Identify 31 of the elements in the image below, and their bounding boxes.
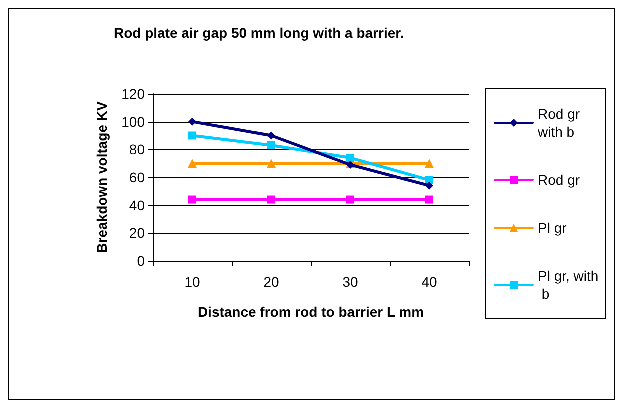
y-tick-label: 120	[122, 86, 146, 102]
y-tick-label: 100	[122, 114, 146, 130]
x-tick-label: 30	[342, 274, 358, 290]
point	[268, 132, 276, 140]
point	[425, 159, 434, 168]
y-tick-label: 80	[129, 142, 146, 158]
point	[188, 118, 196, 126]
chart-title: Rod plate air gap 50 mm long with a barrier.	[114, 25, 404, 41]
point	[426, 196, 434, 204]
x-tick-label: 20	[264, 274, 280, 290]
y-axis-title: Breakdown voltage KV	[94, 100, 110, 254]
point	[268, 196, 276, 204]
point	[346, 154, 354, 162]
x-axis-title: Distance from rod to barrier L mm	[198, 304, 424, 320]
legend-label: Rod gr with b	[537, 106, 584, 140]
legend-label: Pl gr, with b	[538, 268, 599, 302]
x-tick-label: 10	[184, 274, 200, 290]
y-tick-label: 40	[129, 197, 146, 214]
x-tick-label: 40	[422, 274, 438, 290]
y-tick-label: 0	[137, 253, 146, 269]
point	[188, 196, 196, 204]
point	[268, 141, 276, 150]
point	[267, 159, 276, 168]
point	[188, 132, 196, 140]
y-tick-label: 60	[129, 170, 146, 186]
legend-label: Pl gr	[538, 220, 568, 236]
legend-label: Rod gr	[538, 172, 580, 188]
point	[346, 196, 354, 204]
point	[426, 182, 434, 190]
point	[188, 159, 197, 168]
y-tick-label: 20	[129, 225, 146, 242]
